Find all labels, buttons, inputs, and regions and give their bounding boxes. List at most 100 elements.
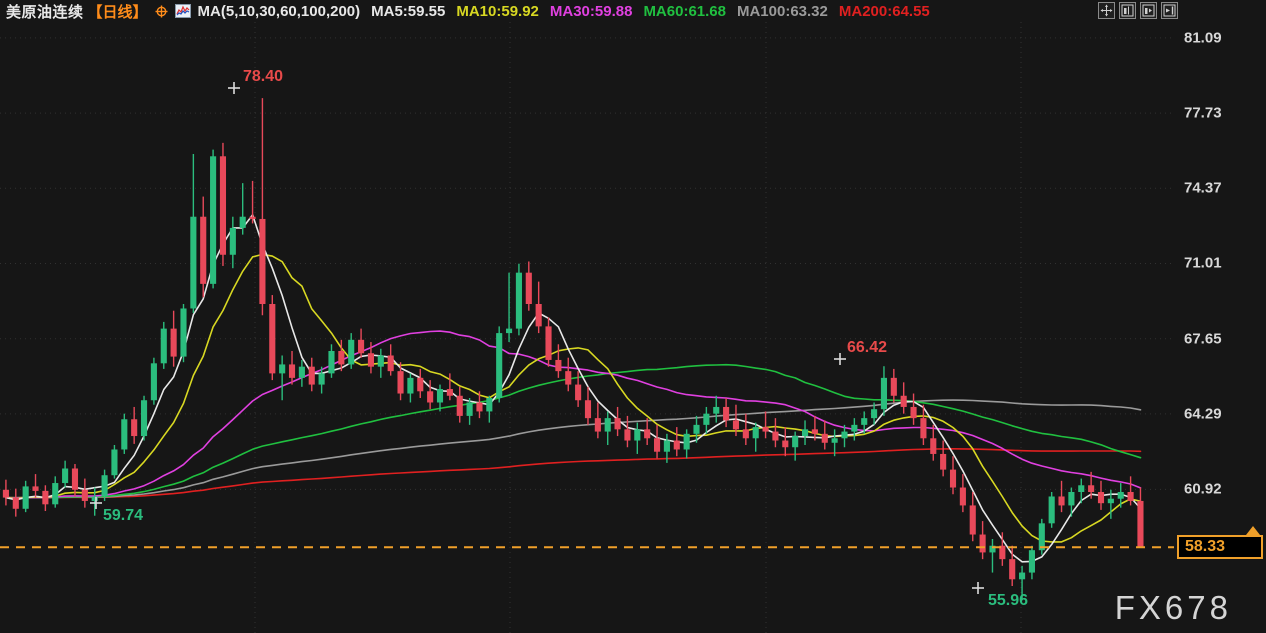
candle-body: [239, 216, 246, 228]
candle-body: [525, 272, 532, 304]
candle-body: [811, 429, 818, 434]
candle-body: [506, 328, 513, 334]
candle-body: [446, 389, 453, 396]
candle-body: [614, 418, 621, 430]
candle-body: [969, 505, 976, 535]
mini-chart-icon[interactable]: [174, 4, 191, 18]
candle-body: [644, 429, 651, 439]
candle-body: [377, 355, 384, 367]
candle-body: [407, 377, 414, 394]
align-left-icon[interactable]: [1119, 2, 1136, 19]
candle-body: [880, 377, 888, 410]
candle-body: [762, 427, 769, 432]
candle-body: [555, 359, 562, 372]
candle-body: [1088, 485, 1095, 492]
candle-body: [140, 400, 148, 437]
ma30-value: MA30:59.88: [549, 2, 633, 20]
candle-body: [772, 431, 779, 441]
moving-averages: [5, 214, 1142, 563]
ma60-line: [5, 363, 1142, 499]
symbol-name: 美原油连续: [6, 3, 84, 21]
chart-plot-area[interactable]: [0, 22, 1174, 633]
candle-body: [1009, 559, 1016, 580]
candle-body: [653, 438, 661, 452]
candle-body: [91, 496, 98, 501]
price-label: 67.65: [1184, 330, 1222, 348]
last-price-arrow-icon: [1246, 526, 1260, 536]
candle-body: [436, 389, 444, 403]
crosshair-target-icon[interactable]: [155, 5, 168, 18]
candle-body: [338, 351, 345, 365]
candle-body: [160, 328, 167, 364]
candle-body: [476, 402, 483, 412]
ma10-line: [5, 253, 1142, 543]
candle-body: [940, 453, 947, 470]
candle-body: [831, 438, 838, 443]
candle-body: [1038, 523, 1045, 551]
candle-body: [604, 418, 611, 432]
candle-body: [535, 304, 542, 327]
candle-body: [42, 490, 49, 505]
candle-body: [920, 418, 927, 439]
candle-body: [515, 272, 522, 329]
candle-body: [22, 486, 29, 509]
candle-body: [358, 339, 365, 354]
candle-body: [486, 398, 493, 412]
candle-body: [190, 216, 197, 309]
candle-body: [732, 420, 740, 430]
candle-body: [782, 440, 789, 448]
candle-body: [999, 545, 1006, 560]
candle-body: [663, 440, 670, 452]
candle-body: [180, 308, 187, 357]
candle-body: [210, 156, 217, 284]
candle-body: [170, 328, 177, 357]
candle-body: [150, 363, 157, 401]
ma5-line: [5, 214, 1142, 563]
candle-body: [584, 400, 592, 419]
candle-body: [693, 424, 700, 434]
candle-body: [131, 419, 138, 437]
candle-body: [673, 440, 680, 450]
candle-body: [851, 424, 858, 432]
align-right-icon[interactable]: [1161, 2, 1178, 19]
candle-body: [594, 418, 601, 432]
candle-body: [229, 227, 236, 255]
candle-body: [1028, 550, 1035, 573]
gridlines: [0, 22, 1174, 633]
candle-body: [259, 218, 266, 304]
ma200-value: MA200:64.55: [838, 2, 930, 20]
candle-body: [298, 366, 305, 378]
fx678-watermark: FX678: [1114, 589, 1232, 626]
candle-body: [1117, 492, 1124, 499]
candle-body: [81, 489, 88, 501]
price-label: 60.92: [1184, 480, 1222, 498]
candle-body: [200, 216, 207, 284]
crosshair-expand-icon[interactable]: [1098, 2, 1115, 19]
price-label: 81.09: [1184, 29, 1222, 47]
candle-body: [949, 469, 957, 488]
candle-body: [12, 497, 19, 509]
candle-body: [367, 353, 375, 367]
candle-body: [1019, 572, 1026, 580]
candle-body: [989, 545, 996, 553]
chart-header: 美原油连续 【日线】 MA(5,10,30,60,100,200) MA5:59…: [0, 0, 1266, 22]
candle-body: [1078, 485, 1085, 492]
ma100-value: MA100:63.32: [736, 2, 828, 20]
candle-body: [801, 429, 809, 437]
candle-body: [1107, 498, 1114, 504]
candle-body: [575, 384, 582, 401]
candle-body: [456, 395, 463, 416]
candle-body: [279, 364, 286, 374]
price-axis[interactable]: 81.09 77.73 74.37 71.01 67.65 64.29 60.92 58.33: [1174, 22, 1266, 633]
price-label: 64.29: [1184, 405, 1222, 423]
candle-body: [387, 355, 394, 372]
candle-body: [545, 326, 552, 360]
candle-body: [821, 433, 828, 443]
align-center-icon[interactable]: [1140, 2, 1157, 19]
ma-definition: MA(5,10,30,60,100,200): [197, 2, 361, 20]
last-price-badge[interactable]: 58.33: [1177, 535, 1263, 560]
candle-body: [930, 438, 937, 454]
candle-body: [1048, 496, 1055, 524]
annotation-55-96: 55.96: [988, 592, 1029, 609]
ma30-line: [5, 330, 1142, 499]
